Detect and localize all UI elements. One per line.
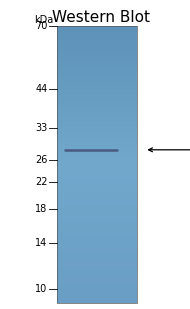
Text: 10: 10 (35, 284, 48, 294)
Text: 44: 44 (35, 84, 48, 94)
Text: 18: 18 (35, 204, 48, 214)
Bar (57, 26, 137, 303)
Text: 26: 26 (35, 155, 48, 165)
Text: Western Blot: Western Blot (52, 10, 150, 25)
Text: 22: 22 (35, 177, 48, 187)
Text: 70: 70 (35, 21, 48, 31)
Text: 33: 33 (35, 123, 48, 133)
Text: kDa: kDa (34, 15, 53, 25)
Text: 14: 14 (35, 238, 48, 248)
